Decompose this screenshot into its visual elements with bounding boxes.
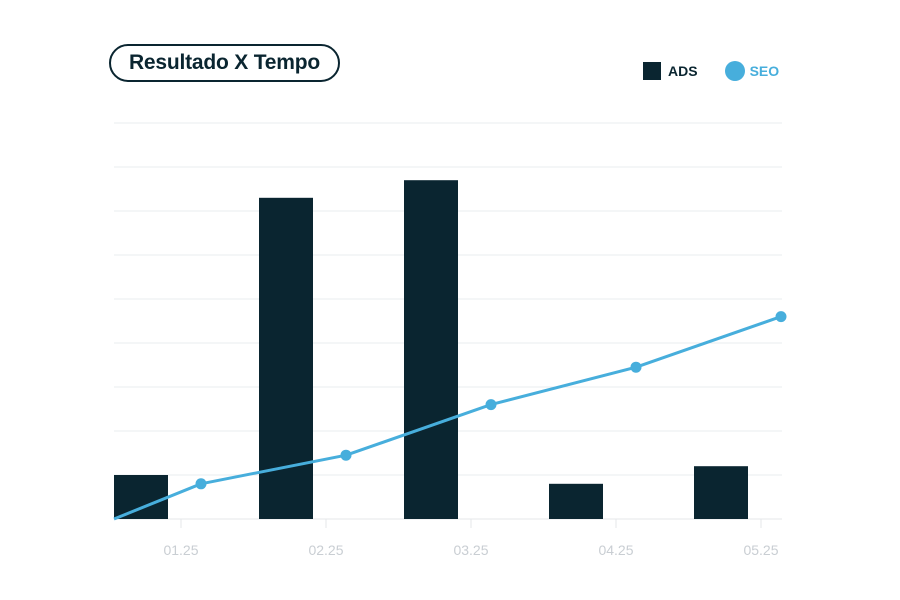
legend-item-seo: SEO bbox=[724, 61, 780, 81]
x-tick-label: 05.25 bbox=[743, 542, 778, 558]
line-seo bbox=[113, 315, 782, 521]
legend-swatch-seo bbox=[724, 61, 745, 81]
legend-swatch-ads bbox=[643, 62, 661, 80]
legend-item-ads: ADS bbox=[643, 62, 698, 80]
bar-ads-03.25 bbox=[404, 180, 458, 519]
bar-ads-04.25 bbox=[549, 483, 603, 519]
bar-ads-02.25 bbox=[259, 197, 313, 520]
x-tick-label: 02.25 bbox=[308, 542, 343, 558]
x-tick-label: 03.25 bbox=[453, 542, 488, 558]
legend-label-seo: SEO bbox=[749, 63, 780, 79]
point-seo bbox=[485, 399, 497, 411]
x-tick-label: 04.25 bbox=[598, 542, 633, 558]
chart-title: Resultado X Tempo bbox=[109, 44, 340, 82]
bar-ads-05.25 bbox=[694, 466, 748, 519]
point-seo bbox=[340, 449, 352, 461]
legend: ADS SEO bbox=[643, 61, 779, 81]
bar-ads-01.25 bbox=[114, 475, 168, 519]
x-tick-label: 01.25 bbox=[163, 542, 198, 558]
point-seo bbox=[630, 361, 642, 373]
point-seo bbox=[775, 311, 787, 323]
legend-label-ads: ADS bbox=[668, 63, 698, 79]
point-seo bbox=[195, 478, 207, 490]
